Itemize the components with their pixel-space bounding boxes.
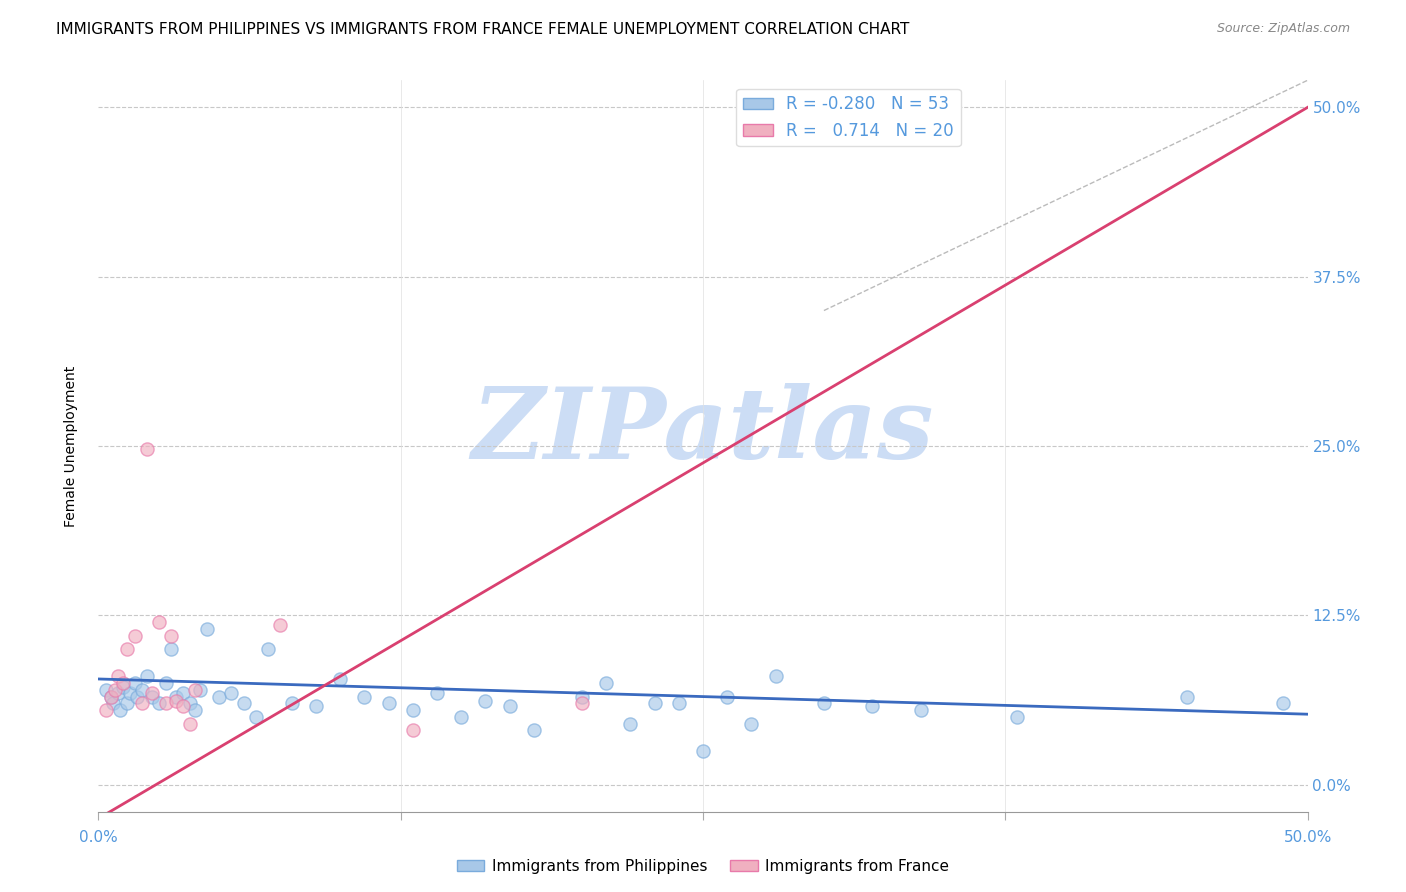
Point <box>111 676 134 690</box>
Point <box>692 744 714 758</box>
Point <box>498 699 520 714</box>
Point <box>740 716 762 731</box>
Point <box>179 697 201 711</box>
Point <box>402 703 425 717</box>
Point <box>256 642 278 657</box>
Point <box>100 690 122 704</box>
Point <box>644 697 666 711</box>
Point <box>165 693 187 707</box>
Point <box>135 442 157 456</box>
Point <box>716 690 738 704</box>
Point <box>111 680 134 694</box>
Point <box>195 622 218 636</box>
Point <box>117 697 139 711</box>
Text: 50.0%: 50.0% <box>1284 830 1331 846</box>
Point <box>329 672 352 686</box>
Point <box>172 699 194 714</box>
Point <box>281 697 304 711</box>
Point <box>1007 710 1029 724</box>
Point <box>232 697 254 711</box>
Point <box>107 685 129 699</box>
Point <box>668 697 690 711</box>
Point <box>184 682 207 697</box>
Point <box>118 685 141 699</box>
Point <box>245 710 267 724</box>
Text: ZIPatlas: ZIPatlas <box>472 384 934 480</box>
Point <box>94 703 117 717</box>
Point <box>124 676 146 690</box>
Point <box>377 697 399 711</box>
Point <box>131 682 153 697</box>
Point <box>94 682 117 697</box>
Point <box>160 629 183 643</box>
Point <box>188 682 211 697</box>
Point <box>141 685 163 699</box>
Point <box>184 703 207 717</box>
Point <box>179 716 201 731</box>
Legend: Immigrants from Philippines, Immigrants from France: Immigrants from Philippines, Immigrants … <box>450 853 956 880</box>
Legend: R = -0.280   N = 53, R =   0.714   N = 20: R = -0.280 N = 53, R = 0.714 N = 20 <box>737 88 960 146</box>
Point <box>595 676 617 690</box>
Text: 0.0%: 0.0% <box>79 830 118 846</box>
Point <box>426 685 449 699</box>
Point <box>813 697 835 711</box>
Point <box>571 697 593 711</box>
Point <box>523 723 546 738</box>
Point <box>305 699 328 714</box>
Point <box>450 710 472 724</box>
Point <box>155 697 177 711</box>
Point <box>124 629 146 643</box>
Text: IMMIGRANTS FROM PHILIPPINES VS IMMIGRANTS FROM FRANCE FEMALE UNEMPLOYMENT CORREL: IMMIGRANTS FROM PHILIPPINES VS IMMIGRANT… <box>56 22 910 37</box>
Point <box>160 642 183 657</box>
Point <box>131 697 153 711</box>
Point <box>619 716 641 731</box>
Point <box>269 617 291 632</box>
Point <box>172 685 194 699</box>
Point <box>101 697 124 711</box>
Point <box>353 690 375 704</box>
Point <box>104 682 127 697</box>
Point <box>571 690 593 704</box>
Point <box>155 676 177 690</box>
Point <box>100 690 122 704</box>
Point <box>402 723 425 738</box>
Point <box>1272 697 1295 711</box>
Point <box>208 690 231 704</box>
Point <box>221 685 243 699</box>
Y-axis label: Female Unemployment: Female Unemployment <box>63 366 77 526</box>
Point <box>107 669 129 683</box>
Point <box>910 703 932 717</box>
Point <box>117 642 139 657</box>
Point <box>148 697 170 711</box>
Point <box>765 669 787 683</box>
Point <box>148 615 170 629</box>
Point <box>474 693 496 707</box>
Point <box>860 699 883 714</box>
Text: Source: ZipAtlas.com: Source: ZipAtlas.com <box>1216 22 1350 36</box>
Point <box>135 669 157 683</box>
Point <box>127 690 149 704</box>
Point <box>1175 690 1198 704</box>
Point <box>141 690 163 704</box>
Point <box>165 690 187 704</box>
Point <box>108 703 131 717</box>
